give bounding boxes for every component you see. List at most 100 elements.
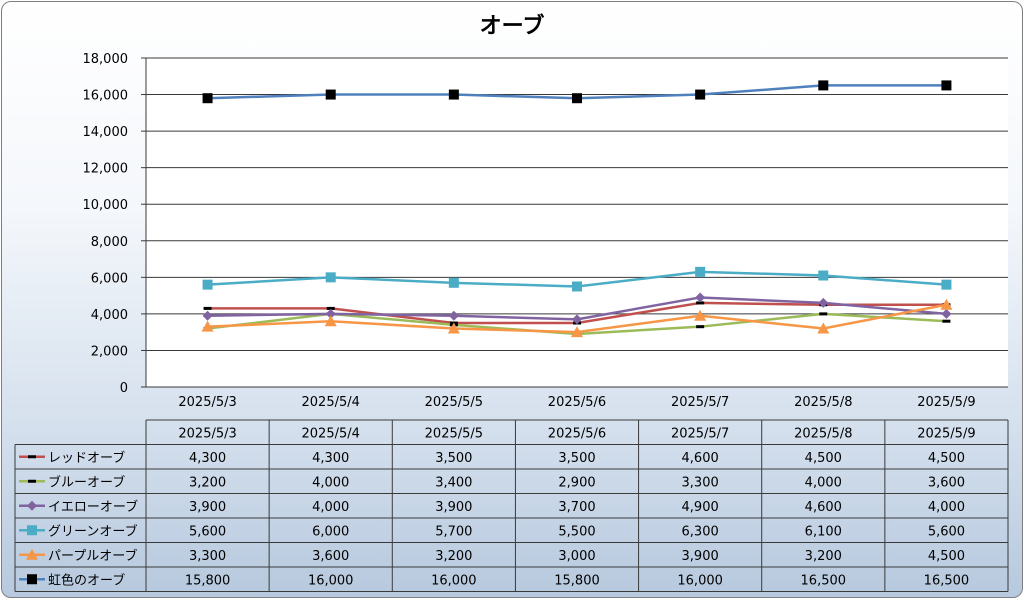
x-tick-label: 2025/5/4 (302, 395, 360, 410)
table-value-cell: 4,300 (189, 451, 226, 466)
point-marker (202, 310, 213, 321)
point-marker (941, 308, 952, 319)
series-5 (202, 80, 952, 104)
series-name: 虹色のオーブ (48, 572, 125, 588)
legend-key (19, 455, 45, 459)
table-value-cell: 16,500 (924, 573, 970, 588)
point-marker (696, 301, 705, 305)
table-value-cell: 5,600 (189, 524, 226, 539)
point-marker (696, 325, 705, 329)
point-marker (202, 93, 213, 104)
point-marker (571, 326, 583, 338)
x-tick-label: 2025/5/5 (425, 395, 483, 410)
point-marker (818, 297, 829, 308)
table-value-cell: 4,000 (928, 500, 965, 515)
table-value-cell: 15,800 (554, 573, 600, 588)
point-marker (325, 308, 336, 319)
y-tick-label: 12,000 (83, 162, 129, 177)
legend-key (19, 500, 45, 511)
y-tick-label: 6,000 (91, 271, 128, 286)
plot-area (146, 58, 1008, 387)
point-marker (818, 80, 829, 91)
series-name: グリーンオーブ (48, 523, 138, 539)
table-value-cell: 3,700 (558, 500, 595, 515)
point-marker (940, 298, 953, 310)
legend-key (19, 548, 45, 560)
table-value-cell: 4,300 (312, 451, 349, 466)
y-tick-label: 10,000 (83, 198, 129, 213)
x-tick-label: 2025/5/9 (917, 395, 975, 410)
x-tick-label: 2025/5/8 (794, 395, 852, 410)
table-value-cell: 3,200 (189, 475, 226, 490)
table-value-cell: 4,600 (805, 500, 842, 515)
point-marker (325, 89, 336, 100)
y-tick-label: 2,000 (91, 344, 128, 359)
table-value-cell: 4,000 (312, 500, 349, 515)
table-value-cell: 4,000 (312, 475, 349, 490)
table-value-cell: 4,500 (805, 451, 842, 466)
y-tick-label: 16,000 (83, 89, 129, 104)
table-value-cell: 4,500 (928, 549, 965, 564)
y-tick-label: 0 (120, 381, 128, 396)
point-marker (941, 80, 952, 91)
y-tick-label: 18,000 (83, 52, 129, 67)
table-header-cell: 2025/5/4 (302, 426, 360, 441)
table-header-cell: 2025/5/5 (425, 426, 483, 441)
point-marker (941, 279, 952, 290)
x-tick-label: 2025/5/6 (548, 395, 606, 410)
series-name: ブルーオーブ (48, 474, 125, 490)
point-marker (27, 500, 37, 511)
table-value-cell: 6,300 (682, 524, 719, 539)
table-value-cell: 3,900 (682, 549, 719, 564)
table-value-cell: 3,500 (435, 451, 472, 466)
table-value-cell: 4,500 (928, 451, 965, 466)
series-4 (201, 298, 953, 338)
point-marker (203, 306, 212, 310)
table-value-cell: 3,000 (558, 549, 595, 564)
table-value-cell: 16,000 (308, 573, 354, 588)
series-name: レッドオーブ (48, 450, 125, 466)
point-marker (28, 479, 36, 483)
point-marker (819, 312, 828, 316)
table-value-cell: 5,500 (558, 524, 595, 539)
point-marker (202, 279, 213, 290)
point-marker (448, 89, 459, 100)
point-marker (572, 281, 582, 292)
legend-key (19, 525, 45, 536)
table-value-cell: 6,000 (312, 524, 349, 539)
point-marker (28, 455, 36, 459)
table-value-cell: 3,500 (558, 451, 595, 466)
y-tick-label: 14,000 (83, 125, 129, 140)
legend-key (19, 479, 45, 483)
table-value-cell: 16,000 (431, 573, 477, 588)
point-marker (26, 548, 38, 560)
point-marker (695, 292, 706, 303)
y-tick-label: 4,000 (91, 308, 128, 323)
chart-title: オーブ (479, 14, 545, 39)
table-value-cell: 3,200 (435, 549, 472, 564)
table-value-cell: 2,900 (558, 475, 595, 490)
point-marker (447, 322, 460, 334)
y-tick-label: 8,000 (91, 235, 128, 250)
point-marker (694, 309, 707, 321)
table-value-cell: 4,000 (805, 475, 842, 490)
point-marker (695, 89, 706, 100)
point-marker (325, 272, 336, 283)
point-marker (448, 310, 459, 321)
table-value-cell: 15,800 (185, 573, 231, 588)
table-value-cell: 4,600 (682, 451, 719, 466)
point-marker (818, 270, 829, 281)
table-header-cell: 2025/5/7 (671, 426, 729, 441)
series-name: イエローオーブ (48, 499, 138, 515)
series-3 (202, 266, 952, 292)
point-marker (572, 314, 582, 325)
table-header-cell: 2025/5/8 (794, 426, 852, 441)
table-value-cell: 3,600 (928, 475, 965, 490)
table-value-cell: 5,600 (928, 524, 965, 539)
point-marker (324, 315, 337, 327)
table-header-cell: 2025/5/9 (917, 426, 975, 441)
point-marker (27, 525, 37, 536)
table-value-cell: 3,300 (682, 475, 719, 490)
data-table: 2025/5/3 2025/5/4 2025/5/5 2025/5/6 2025/5/7… (14, 419, 1009, 592)
